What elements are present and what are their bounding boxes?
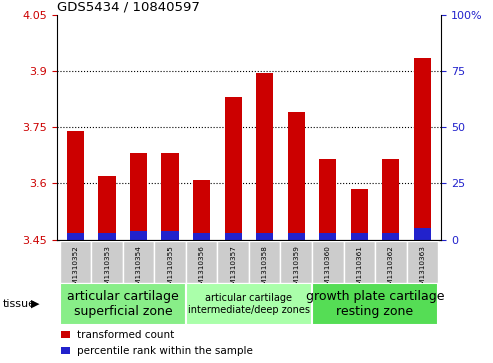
Text: GSM1310353: GSM1310353 xyxy=(104,245,110,294)
Text: GSM1310354: GSM1310354 xyxy=(136,245,141,294)
Text: GSM1310361: GSM1310361 xyxy=(356,245,362,294)
Bar xyxy=(60,241,91,283)
Bar xyxy=(123,241,154,283)
Bar xyxy=(344,241,375,283)
Bar xyxy=(154,241,186,283)
Text: growth plate cartilage
resting zone: growth plate cartilage resting zone xyxy=(306,290,444,318)
Bar xyxy=(256,73,274,240)
Text: GSM1310357: GSM1310357 xyxy=(230,245,236,294)
Bar xyxy=(61,331,70,338)
Bar xyxy=(407,241,438,283)
Text: GSM1310356: GSM1310356 xyxy=(199,245,205,294)
Bar xyxy=(193,233,211,240)
Bar xyxy=(186,283,312,325)
Bar xyxy=(312,283,438,325)
Bar xyxy=(312,241,344,283)
Text: GSM1310363: GSM1310363 xyxy=(420,245,425,294)
Bar xyxy=(414,228,431,240)
Bar xyxy=(217,241,249,283)
Bar xyxy=(351,189,368,240)
Bar xyxy=(224,97,242,240)
Bar xyxy=(281,241,312,283)
Bar xyxy=(287,112,305,240)
Bar xyxy=(319,159,336,240)
Bar xyxy=(382,159,399,240)
Bar xyxy=(224,233,242,240)
Bar xyxy=(319,233,336,240)
Bar xyxy=(162,231,179,240)
Text: transformed count: transformed count xyxy=(77,330,174,339)
Bar xyxy=(162,153,179,240)
Bar xyxy=(249,241,281,283)
Text: GSM1310352: GSM1310352 xyxy=(72,245,78,294)
Bar xyxy=(351,233,368,240)
Text: ▶: ▶ xyxy=(31,299,39,309)
Bar xyxy=(67,233,84,240)
Text: GSM1310358: GSM1310358 xyxy=(262,245,268,294)
Bar xyxy=(256,233,274,240)
Bar xyxy=(130,153,147,240)
Bar xyxy=(130,231,147,240)
Text: percentile rank within the sample: percentile rank within the sample xyxy=(77,346,252,356)
Bar xyxy=(99,176,116,240)
Bar xyxy=(99,233,116,240)
Text: GDS5434 / 10840597: GDS5434 / 10840597 xyxy=(57,0,200,13)
Bar xyxy=(287,233,305,240)
Bar xyxy=(67,131,84,240)
Bar xyxy=(382,233,399,240)
Text: articular cartilage
intermediate/deep zones: articular cartilage intermediate/deep zo… xyxy=(188,293,310,315)
Bar xyxy=(61,347,70,354)
Bar xyxy=(414,58,431,240)
Bar xyxy=(375,241,407,283)
Bar xyxy=(60,283,186,325)
Bar xyxy=(91,241,123,283)
Text: GSM1310360: GSM1310360 xyxy=(325,245,331,294)
Bar xyxy=(193,180,211,240)
Text: GSM1310362: GSM1310362 xyxy=(388,245,394,294)
Text: articular cartilage
superficial zone: articular cartilage superficial zone xyxy=(67,290,179,318)
Text: GSM1310355: GSM1310355 xyxy=(167,245,173,294)
Text: GSM1310359: GSM1310359 xyxy=(293,245,299,294)
Bar xyxy=(186,241,217,283)
Text: tissue: tissue xyxy=(2,299,35,309)
